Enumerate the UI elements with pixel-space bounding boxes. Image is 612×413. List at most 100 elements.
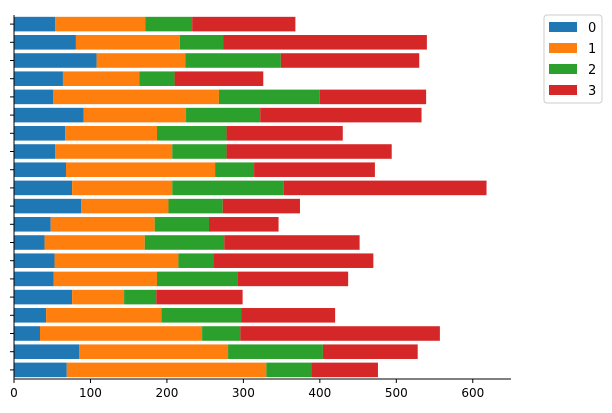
bar-segment-series-3-row-15 [319,89,427,105]
bar-segment-series-2-row-3 [161,308,242,323]
bar-segment-series-3-row-4 [156,289,243,305]
bar-segment-series-1-row-13 [65,126,157,141]
bar-segment-series-3-row-2 [240,326,440,341]
bar-segment-series-0-row-17 [14,53,97,68]
bar-segment-series-1-row-18 [75,35,180,50]
legend-swatch-3 [549,85,577,95]
bar-segment-series-0-row-8 [14,217,51,232]
bar-segment-series-3-row-12 [226,144,392,159]
x-tick-label: 100 [79,386,102,400]
bar-segment-series-0-row-2 [14,326,40,341]
bar-segment-series-3-row-18 [223,35,427,50]
x-tick-label: 600 [461,386,484,400]
legend-items: 0 1 2 3 [549,21,596,99]
bar-segment-series-0-row-11 [14,162,66,177]
legend-swatch-1 [549,43,577,53]
bar-segment-series-0-row-3 [14,308,47,323]
bar-segment-series-2-row-4 [124,289,157,305]
x-tick-label: 400 [308,386,331,400]
bar-segment-series-2-row-7 [144,235,225,250]
bar-segment-series-1-row-9 [81,198,169,214]
bar-segment-series-3-row-5 [237,271,349,287]
bar-segment-series-2-row-15 [218,89,320,105]
bar-segment-series-2-row-2 [202,326,241,341]
bar-segment-series-2-row-8 [154,217,209,232]
bar-segment-series-1-row-3 [46,308,162,323]
bar-segment-series-0-row-5 [14,271,54,287]
bar-segment-series-0-row-12 [14,144,56,159]
bar-segment-series-1-row-8 [50,217,155,232]
bar-segment-series-2-row-18 [179,35,224,50]
bar-segment-series-0-row-7 [14,235,45,250]
bar-segment-series-1-row-15 [53,89,219,105]
bar-segment-series-3-row-16 [174,71,264,86]
bar-segment-series-3-row-17 [280,53,420,68]
bar-segment-series-1-row-11 [65,162,216,177]
bar-segment-series-1-row-6 [54,253,179,268]
x-tick-label: 500 [385,386,408,400]
bar-segment-series-0-row-6 [14,253,55,268]
legend-swatch-2 [549,64,577,74]
bar-segment-series-0-row-14 [14,107,84,123]
bar-segment-series-2-row-11 [215,162,255,177]
x-ticks-group: 0 100 200 300 400 500 600 [10,23,484,400]
legend: 0 1 2 3 [543,14,603,104]
bar-segment-series-2-row-19 [145,16,193,32]
bar-segment-series-1-row-17 [96,53,186,68]
bar-segment-series-2-row-10 [172,180,284,196]
legend-label-3: 3 [588,84,596,99]
bar-segment-series-3-row-11 [254,162,375,177]
bar-segment-series-1-row-1 [78,344,229,359]
bar-segment-series-3-row-7 [224,235,360,250]
bar-segment-series-3-row-19 [192,16,296,32]
bar-segment-series-3-row-3 [241,308,336,323]
legend-label-0: 0 [588,21,596,36]
bar-segment-series-2-row-5 [156,271,238,287]
bar-segment-series-2-row-17 [185,53,281,68]
bar-segment-series-3-row-13 [226,126,343,141]
bar-segment-series-2-row-0 [266,362,312,378]
bar-segment-series-3-row-10 [283,180,487,196]
bar-segment-series-0-row-18 [14,35,76,50]
axes-group [13,15,511,380]
bar-segment-series-2-row-16 [139,71,175,86]
bar-segment-series-3-row-8 [208,217,279,232]
x-tick-label: 0 [10,386,18,400]
bar-segment-series-3-row-6 [213,253,374,268]
bar-segment-series-2-row-9 [168,198,223,214]
bar-segment-series-3-row-0 [311,362,378,378]
bar-segment-series-0-row-13 [14,126,66,141]
bar-segment-series-2-row-12 [172,144,227,159]
legend-swatch-0 [549,22,577,32]
bar-segment-series-2-row-6 [178,253,214,268]
bar-segment-series-1-row-16 [62,71,140,86]
bar-segment-series-3-row-1 [322,344,418,359]
bar-segment-series-1-row-0 [66,362,267,378]
bar-segment-series-1-row-14 [83,107,187,123]
bar-segment-series-0-row-19 [14,16,56,32]
bar-segment-series-1-row-10 [72,180,173,196]
x-tick-label: 200 [155,386,178,400]
bar-segment-series-2-row-1 [228,344,323,359]
bar-segment-series-0-row-9 [14,198,82,214]
bar-segment-series-1-row-4 [72,289,125,305]
legend-frame [543,14,603,104]
bar-segment-series-0-row-0 [14,362,67,378]
bars-group [14,16,487,378]
bar-segment-series-0-row-10 [14,180,73,196]
bar-segment-series-1-row-19 [55,16,146,32]
bar-segment-series-1-row-12 [55,144,173,159]
legend-label-2: 2 [588,63,596,78]
legend-label-1: 1 [588,42,596,57]
bar-segment-series-2-row-14 [186,107,261,123]
bar-segment-series-2-row-13 [156,126,227,141]
bar-segment-series-0-row-16 [14,71,63,86]
bar-segment-series-1-row-2 [40,326,203,341]
bar-segment-series-1-row-5 [53,271,157,287]
bar-segment-series-0-row-1 [14,344,79,359]
bar-segment-series-3-row-14 [260,107,422,123]
bar-segment-series-3-row-9 [222,198,300,214]
bar-segment-series-0-row-15 [14,89,53,105]
x-tick-label: 300 [232,386,255,400]
